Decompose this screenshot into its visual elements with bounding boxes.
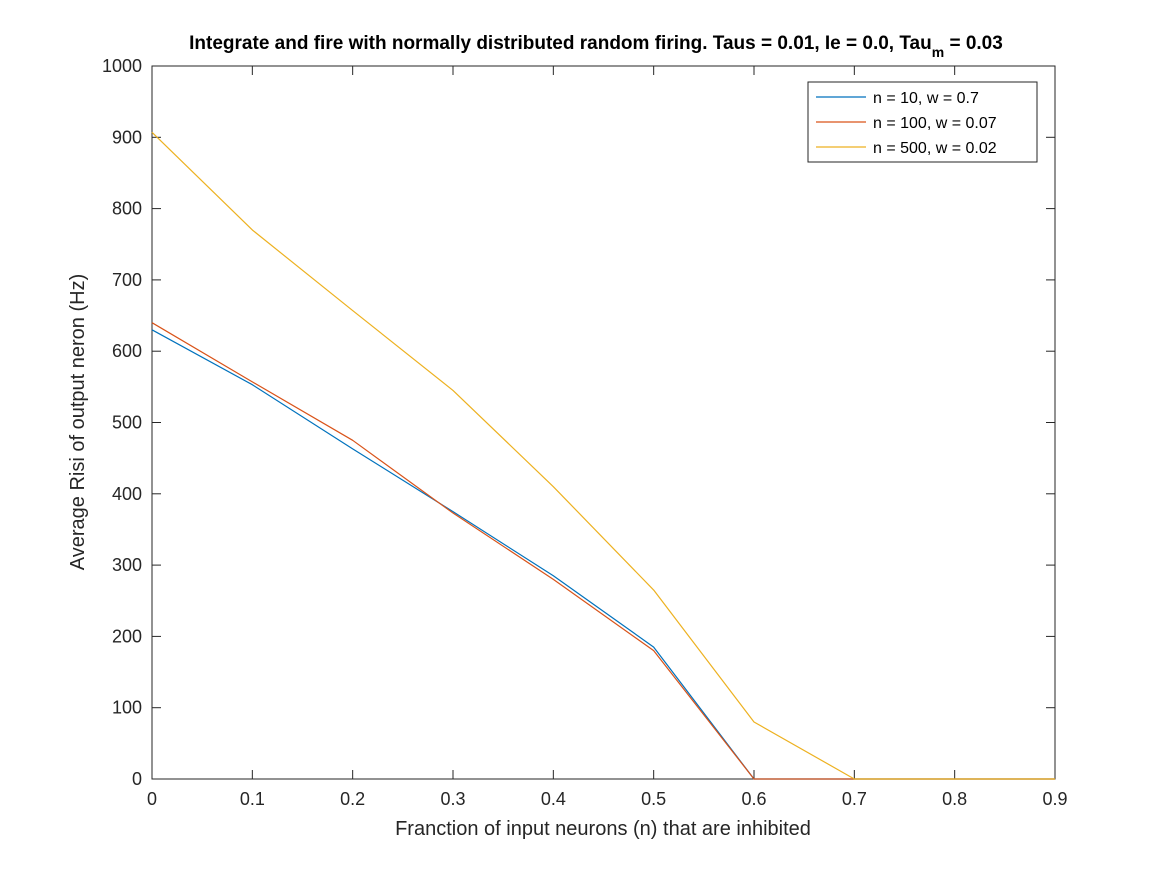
- chart-title-subscript: m: [932, 44, 944, 60]
- y-tick-label: 500: [112, 413, 142, 433]
- legend: n = 10, w = 0.7 n = 100, w = 0.07 n = 500,…: [807, 81, 1038, 163]
- y-tick-label: 1000: [102, 56, 142, 76]
- x-tick-label: 0.3: [440, 789, 465, 809]
- y-tick-label: 700: [112, 270, 142, 290]
- y-tick-label: 400: [112, 484, 142, 504]
- plot-box: [151, 65, 1056, 780]
- y-tick-label: 800: [112, 199, 142, 219]
- legend-entry-2: n = 100, w = 0.07: [873, 115, 997, 132]
- legend-entry-1: n = 10, w = 0.7: [873, 90, 979, 107]
- x-tick-label: 0.2: [340, 789, 365, 809]
- x-tick-label: 0: [147, 789, 157, 809]
- y-tick-label: 900: [112, 127, 142, 147]
- x-axis-label: Franction of input neurons (n) that are …: [395, 818, 811, 840]
- x-tick-label: 0.1: [240, 789, 265, 809]
- chart-title-tail: = 0.03: [944, 33, 1003, 54]
- x-tick-label: 0.6: [741, 789, 766, 809]
- x-tick-label: 0.8: [942, 789, 967, 809]
- series-lines: [151, 131, 1055, 780]
- y-axis-ticks: 0 100 200 300 400 500 600 700 800 900 1000: [102, 56, 1055, 789]
- plot-area: [151, 65, 1056, 780]
- y-tick-label: 200: [112, 626, 142, 646]
- x-axis-ticks: 0 0.1 0.2 0.3 0.4 0.5 0.6 0.7 0.8 0.9: [147, 66, 1068, 809]
- x-tick-label: 0.9: [1042, 789, 1067, 809]
- x-tick-label: 0.5: [641, 789, 666, 809]
- x-tick-label: 0.4: [541, 789, 566, 809]
- series-line-3: [151, 131, 1055, 780]
- legend-entry-3: n = 500, w = 0.02: [873, 140, 997, 157]
- y-tick-label: 0: [132, 769, 142, 789]
- y-tick-label: 600: [112, 341, 142, 361]
- x-tick-label: 0.7: [842, 789, 867, 809]
- chart-title-main: Integrate and fire with normally distrib…: [189, 33, 932, 54]
- y-axis-label: Average Risi of output neron (Hz): [67, 274, 89, 570]
- chart-title: Integrate and fire with normally distrib…: [189, 33, 1003, 60]
- y-tick-label: 100: [112, 698, 142, 718]
- y-tick-label: 300: [112, 555, 142, 575]
